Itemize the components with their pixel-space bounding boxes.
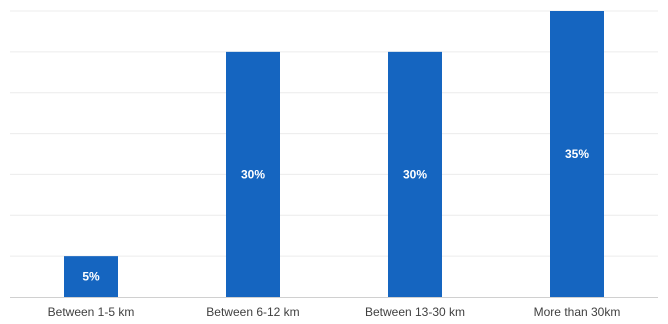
x-tick-label: Between 13-30 km [365,305,465,319]
x-tick-label: Between 1-5 km [48,305,135,319]
bar [388,51,442,297]
bar [550,11,604,297]
data-labels: 5% 30% 30% 35% [82,147,589,284]
data-label: 30% [403,167,427,181]
data-label: 5% [82,270,100,284]
x-tick-label: Between 6-12 km [206,305,299,319]
x-axis-tick-labels: Between 1-5 km Between 6-12 km Between 13-… [48,305,621,319]
bars [64,11,604,297]
x-tick-label: More than 30km [534,305,621,319]
data-label: 30% [241,167,265,181]
data-label: 35% [565,147,589,161]
gridlines [10,10,658,257]
bar [64,256,118,297]
bar [226,51,280,297]
